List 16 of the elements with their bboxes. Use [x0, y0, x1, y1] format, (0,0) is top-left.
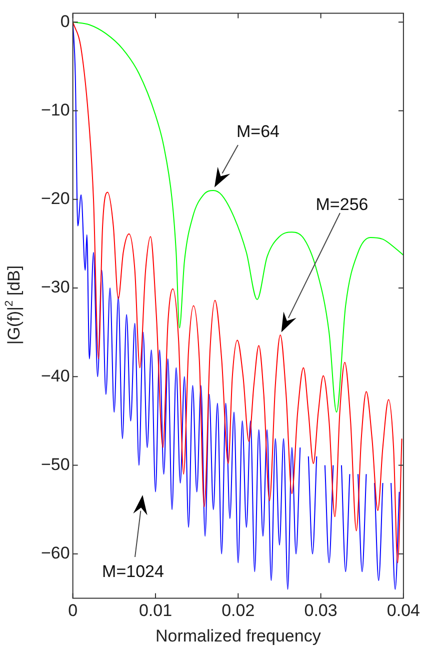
x-tick-label: 0.01 — [138, 601, 172, 620]
x-tick-label: 0.03 — [304, 601, 338, 620]
y-tick-label: −40 — [40, 366, 70, 386]
x-tick-label: 0.04 — [386, 601, 420, 620]
annotation: M=64 — [236, 122, 280, 142]
y-tick-label: −20 — [40, 189, 70, 208]
y-tick-label: −10 — [40, 100, 70, 120]
y-tick-label: −30 — [40, 278, 70, 297]
annotation: M=1024 — [102, 562, 164, 582]
x-axis-title: Normalized frequency — [155, 626, 322, 646]
line-series — [72, 22, 404, 413]
annotation: M=256 — [316, 195, 368, 215]
x-tick-label: 0.02 — [222, 601, 255, 620]
y-tick-label: −60 — [40, 544, 70, 563]
y-tick-label: −50 — [40, 454, 70, 474]
y-tick-label: 0 — [60, 12, 70, 31]
